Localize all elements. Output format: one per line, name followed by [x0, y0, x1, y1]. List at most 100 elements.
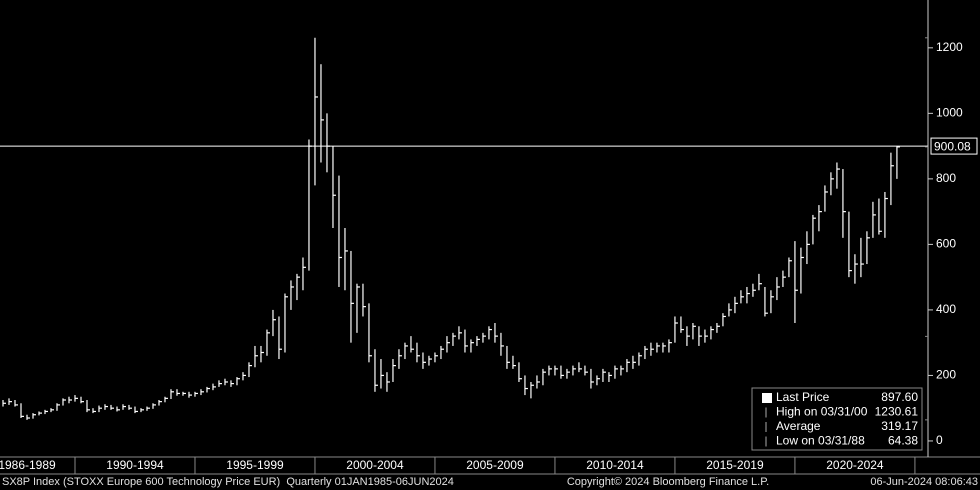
- ohlc-bar: [302, 257, 306, 291]
- ohlc-bar: [446, 336, 450, 353]
- ohlc-bar: [722, 313, 726, 327]
- y-tick-label: 1000: [936, 106, 963, 120]
- ohlc-bar: [14, 399, 18, 407]
- ohlc-bar: [626, 359, 630, 373]
- ohlc-bar: [422, 352, 426, 369]
- ohlc-bar: [260, 345, 264, 363]
- ohlc-bar: [146, 406, 150, 411]
- x-tick-label: 2020-2024: [826, 458, 884, 472]
- ohlc-bar: [590, 368, 594, 389]
- ohlc-bar: [50, 408, 54, 413]
- ohlc-bar: [8, 398, 12, 405]
- ohlc-bar: [80, 396, 84, 404]
- ohlc-bar: [644, 345, 648, 360]
- ohlc-bar: [434, 352, 438, 363]
- ohlc-bar: [92, 408, 96, 414]
- ohlc-bar: [428, 355, 432, 366]
- ohlc-bar: [608, 372, 612, 382]
- ohlc-bar: [248, 362, 252, 378]
- ohlc-bar: [782, 270, 786, 287]
- footer-left: SX8P Index (STOXX Europe 600 Technology …: [2, 476, 454, 488]
- legend-name: Low on 03/31/88: [776, 434, 865, 448]
- ohlc-bar: [488, 326, 492, 340]
- ohlc-bar: [710, 326, 714, 340]
- ohlc-bar: [692, 323, 696, 340]
- ohlc-bar: [128, 404, 132, 410]
- y-tick-label: 400: [936, 302, 956, 316]
- ohlc-bar: [164, 396, 168, 403]
- ohlc-bar: [872, 201, 876, 238]
- ohlc-bar: [170, 389, 174, 400]
- ohlc-bar: [866, 231, 870, 265]
- footer-right: 06-Jun-2024 08:06:43: [870, 476, 978, 488]
- ohlc-bar: [86, 399, 90, 413]
- ohlc-bar: [2, 399, 6, 407]
- ohlc-bar: [32, 413, 36, 419]
- ohlc-bar: [338, 175, 342, 287]
- ohlc-bar: [440, 345, 444, 360]
- ohlc-bar: [74, 395, 78, 402]
- ohlc-bar: [656, 342, 660, 353]
- legend-icon: [762, 393, 772, 403]
- ohlc-bar: [554, 365, 558, 376]
- ohlc-bar: [842, 169, 846, 238]
- ohlc-bar: [746, 286, 750, 304]
- ohlc-bar: [452, 332, 456, 346]
- legend-box: [751, 387, 923, 451]
- ohlc-bar: [812, 214, 816, 245]
- ohlc-bar: [218, 380, 222, 387]
- ohlc-bar: [824, 185, 828, 212]
- ohlc-bar: [836, 162, 840, 189]
- ohlc-bar: [194, 391, 198, 397]
- ohlc-bar: [464, 329, 468, 353]
- ohlc-bar: [536, 375, 540, 389]
- ohlc-bar: [26, 414, 30, 420]
- ohlc-bar: [686, 326, 690, 346]
- ohlc-bar: [38, 411, 42, 416]
- ohlc-bar: [662, 342, 666, 353]
- ohlc-bar: [674, 316, 678, 343]
- ohlc-bar: [296, 273, 300, 301]
- legend-value: 64.38: [888, 434, 918, 448]
- ohlc-bar: [362, 283, 366, 317]
- x-tick-label: 2005-2009: [466, 458, 524, 472]
- ohlc-bar: [494, 323, 498, 343]
- ohlc-bar: [854, 254, 858, 284]
- ohlc-bar: [122, 404, 126, 410]
- ohlc-bar: [818, 205, 822, 232]
- ohlc-bar: [20, 403, 24, 419]
- ohlc-bar: [62, 398, 66, 406]
- ohlc-bar: [512, 355, 516, 369]
- ohlc-bar: [638, 352, 642, 366]
- ohlc-bar: [878, 198, 882, 235]
- ohlc-bar: [680, 316, 684, 333]
- ohlc-bar: [380, 359, 384, 389]
- ohlc-bar: [566, 368, 570, 379]
- ohlc-bar: [230, 380, 234, 387]
- ohlc-bar: [650, 342, 654, 356]
- ohlc-bar: [572, 365, 576, 376]
- ohlc-bar: [416, 342, 420, 363]
- ohlc-bar: [110, 404, 114, 410]
- legend-value: 319.17: [881, 419, 918, 433]
- ohlc-bar: [284, 293, 288, 353]
- ohlc-bar: [806, 231, 810, 265]
- ohlc-bar: [44, 409, 48, 415]
- ohlc-bar: [560, 365, 564, 379]
- ohlc-bar: [254, 345, 258, 368]
- ohlc-bar: [518, 362, 522, 382]
- ohlc-bar: [716, 323, 720, 333]
- ohlc-bar: [368, 303, 372, 363]
- ohlc-bar: [224, 378, 228, 386]
- ohlc-bar: [374, 349, 378, 392]
- ohlc-bar: [266, 329, 270, 356]
- x-tick-label: 2015-2019: [706, 458, 764, 472]
- ohlc-bar: [470, 339, 474, 353]
- ohlc-bar: [548, 365, 552, 376]
- ohlc-bar: [398, 349, 402, 369]
- ohlc-bar: [860, 237, 864, 278]
- ohlc-bar: [482, 332, 486, 343]
- ohlc-bar: [578, 362, 582, 373]
- ohlc-bar: [182, 391, 186, 396]
